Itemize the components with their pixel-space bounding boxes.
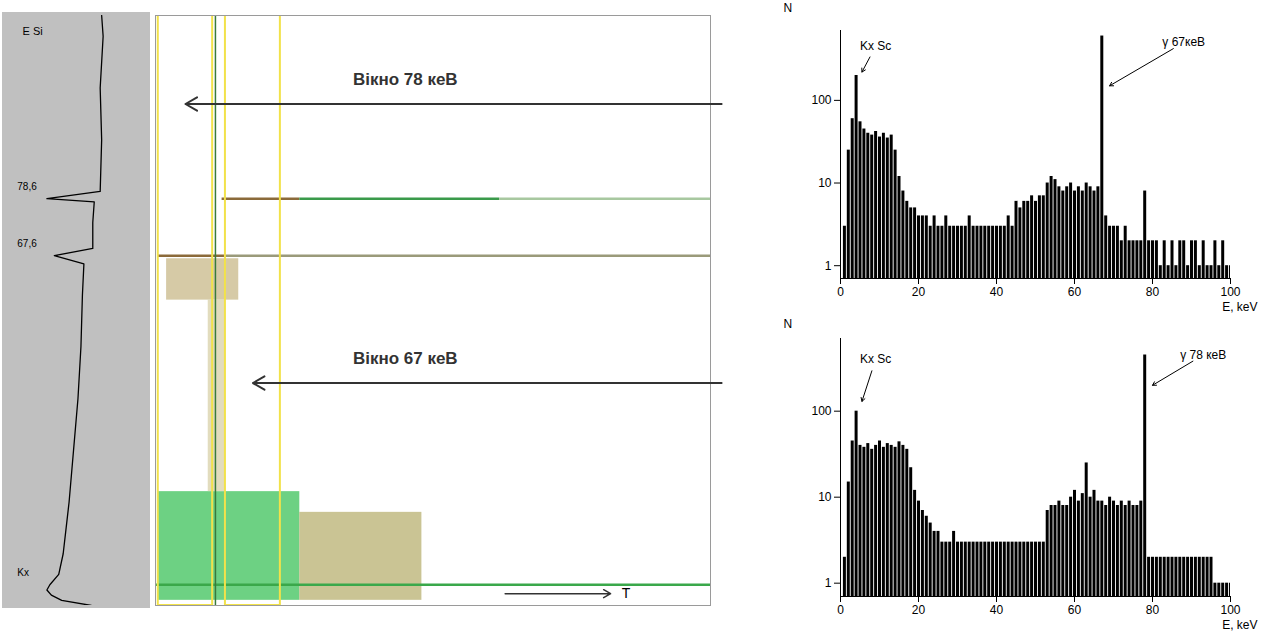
svg-text:γ 67кеВ: γ 67кеВ — [1162, 35, 1205, 49]
svg-text:100: 100 — [811, 93, 831, 107]
svg-text:Kx Sc: Kx Sc — [860, 39, 891, 53]
svg-text:10: 10 — [818, 490, 832, 504]
svg-text:1: 1 — [825, 259, 832, 273]
svg-text:80: 80 — [1146, 285, 1160, 299]
svg-text:N: N — [784, 317, 793, 331]
svg-text:20: 20 — [912, 285, 926, 299]
svg-text:80: 80 — [1146, 603, 1160, 617]
svg-text:40: 40 — [990, 603, 1004, 617]
svg-text:20: 20 — [912, 603, 926, 617]
svg-text:0: 0 — [837, 285, 844, 299]
svg-text:78,6: 78,6 — [17, 181, 37, 192]
svg-text:T: T — [622, 585, 631, 601]
svg-text:40: 40 — [990, 285, 1004, 299]
svg-text:N: N — [784, 1, 793, 15]
svg-text:E, keV: E, keV — [1222, 618, 1257, 632]
svg-text:67,6: 67,6 — [17, 238, 37, 249]
svg-text:Kx: Kx — [17, 567, 29, 578]
svg-text:0: 0 — [837, 603, 844, 617]
svg-text:Kx Sc: Kx Sc — [860, 352, 891, 366]
svg-text:γ 78 кеВ: γ 78 кеВ — [1180, 348, 1226, 362]
svg-text:Вікно 78 кеВ: Вікно 78 кеВ — [353, 70, 458, 89]
svg-text:Вікно 67 кеВ: Вікно 67 кеВ — [353, 349, 458, 368]
svg-text:10: 10 — [818, 176, 832, 190]
svg-text:60: 60 — [1068, 603, 1082, 617]
svg-text:1: 1 — [825, 576, 832, 590]
svg-text:100: 100 — [811, 404, 831, 418]
svg-text:E, keV: E, keV — [1222, 300, 1257, 314]
svg-text:100: 100 — [1220, 603, 1240, 617]
svg-text:60: 60 — [1068, 285, 1082, 299]
svg-text:100: 100 — [1220, 285, 1240, 299]
svg-text:E Si: E Si — [23, 25, 43, 37]
